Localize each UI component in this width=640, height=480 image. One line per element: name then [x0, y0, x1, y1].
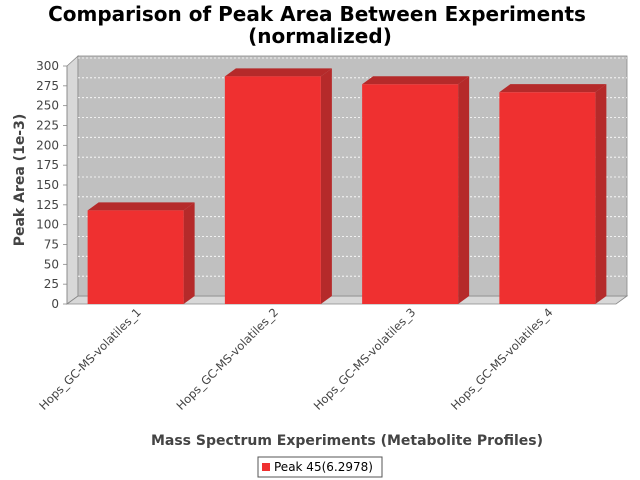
y-tick-label: 75 — [44, 238, 59, 252]
bar-front — [87, 210, 184, 304]
y-axis: 0 25 50 75 100 125 150 175 200 225 250 275 300 — [36, 59, 68, 311]
bar-front — [499, 92, 596, 305]
y-tick-label: 25 — [44, 277, 59, 291]
bar-top — [362, 76, 470, 85]
bar — [362, 76, 470, 304]
plot-left-wall — [66, 55, 79, 305]
legend-swatch — [262, 463, 270, 471]
x-tick-label: Hops_GC-MS-volatiles_4 — [448, 305, 555, 412]
bar-side — [595, 84, 607, 305]
bar — [499, 84, 607, 305]
legend: Peak 45(6.2978) — [257, 456, 383, 478]
chart-title-line-2: (normalized) — [248, 24, 392, 48]
x-tick-label: Hops_GC-MS-volatiles_1 — [36, 305, 143, 412]
bar-side — [183, 202, 195, 304]
y-tick-label: 250 — [36, 99, 59, 113]
y-tick-label: 200 — [36, 138, 59, 152]
y-tick-label: 225 — [36, 119, 59, 133]
bar-side — [458, 76, 470, 304]
x-axis-label: Mass Spectrum Experiments (Metabolite Pr… — [151, 433, 543, 449]
bar — [224, 68, 332, 305]
y-tick-label: 175 — [36, 158, 59, 172]
y-tick-label: 125 — [36, 198, 59, 212]
bar-front — [362, 84, 459, 304]
legend-box — [257, 456, 383, 478]
x-axis: Hops_GC-MS-volatiles_1 Hops_GC-MS-volatil… — [36, 305, 555, 412]
bar-top — [87, 202, 195, 211]
bars — [87, 68, 607, 305]
y-tick-label: 0 — [51, 297, 59, 311]
legend-item-label: Peak 45(6.2978) — [274, 460, 373, 474]
y-tick-label: 150 — [36, 178, 59, 192]
y-tick-label: 300 — [36, 59, 59, 73]
bar-top — [499, 84, 607, 93]
y-tick-label: 100 — [36, 218, 59, 232]
y-tick-label: 275 — [36, 79, 59, 93]
y-axis-label: Peak Area (1e-3) — [12, 114, 28, 247]
bar-top — [224, 68, 332, 77]
bar-side — [320, 68, 332, 305]
x-tick-label: Hops_GC-MS-volatiles_2 — [174, 305, 281, 412]
y-tick-label: 50 — [44, 257, 59, 271]
bar-front — [224, 76, 321, 305]
x-tick-label: Hops_GC-MS-volatiles_3 — [311, 305, 418, 412]
chart-title-line-1: Comparison of Peak Area Between Experime… — [48, 2, 586, 26]
bar — [87, 202, 195, 304]
